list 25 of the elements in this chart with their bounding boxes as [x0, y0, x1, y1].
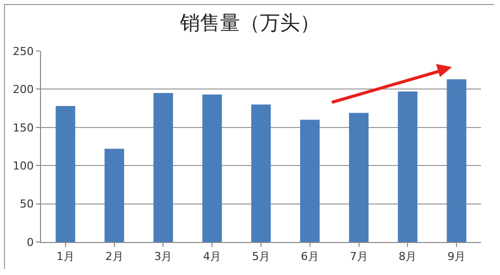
bar	[202, 94, 222, 242]
bar	[398, 91, 418, 242]
bar	[251, 104, 271, 242]
x-tick-label: 8月	[398, 250, 417, 264]
x-tick-label: 7月	[350, 250, 368, 264]
y-tick-label: 50	[20, 198, 34, 211]
bar	[300, 120, 320, 242]
x-tick-label: 2月	[105, 250, 124, 264]
x-tick-label: 5月	[252, 250, 270, 264]
x-tick-label: 9月	[448, 250, 466, 264]
y-tick-label: 150	[12, 121, 34, 134]
y-tick-label: 250	[12, 44, 34, 58]
x-tick-label: 1月	[56, 250, 74, 264]
chart-title: 销售量（万头）	[179, 10, 320, 35]
bar	[56, 106, 76, 242]
bar	[446, 79, 466, 242]
bar	[153, 93, 173, 242]
y-tick-label: 200	[12, 83, 34, 96]
bar	[349, 112, 369, 242]
x-tick-label: 6月	[300, 250, 319, 264]
bar	[104, 148, 124, 242]
x-tick-label: 3月	[154, 250, 172, 264]
y-tick-label: 100	[12, 159, 34, 172]
x-tick-label: 4月	[203, 250, 222, 264]
y-tick-label: 0	[26, 236, 34, 249]
